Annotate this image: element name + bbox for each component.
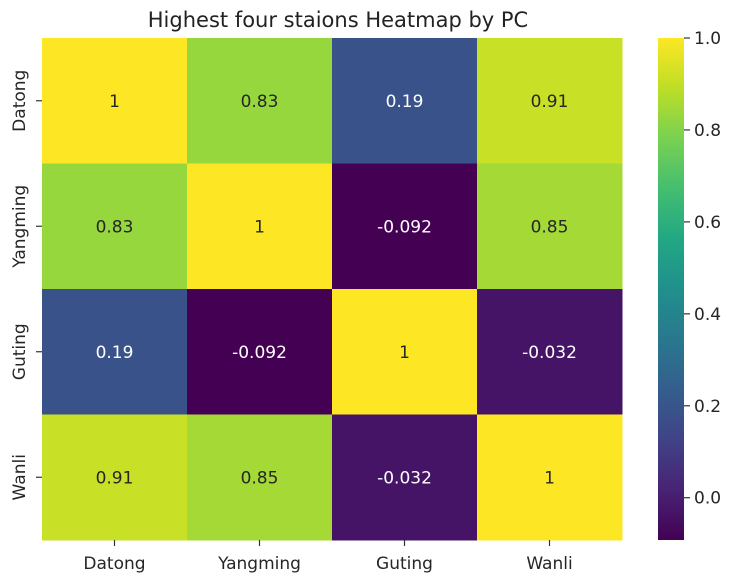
cell-value-label: 1 xyxy=(254,217,265,237)
y-tick-label: Guting xyxy=(10,323,30,380)
cell-value-label: 1 xyxy=(399,343,410,363)
heatmap-cell xyxy=(187,414,333,541)
heatmap-cell xyxy=(42,163,188,290)
y-tick-label: Wanli xyxy=(10,454,30,500)
heatmap-cell xyxy=(42,289,188,415)
heatmap-cell xyxy=(477,163,623,290)
cell-value-label: 0.19 xyxy=(96,343,134,363)
colorbar-tick-label: 0.8 xyxy=(694,121,721,141)
heatmap-cell xyxy=(477,414,623,541)
colorbar-tick-label: 0.4 xyxy=(694,305,721,325)
colorbar-tick-label: 1.0 xyxy=(694,29,721,49)
x-tick-label: Datong xyxy=(83,554,145,574)
cell-value-label: 0.91 xyxy=(96,468,134,488)
cell-value-label: -0.032 xyxy=(377,468,432,488)
cell-value-label: -0.092 xyxy=(377,217,432,237)
heatmap-cell xyxy=(187,163,333,290)
heatmap-cell xyxy=(187,38,333,164)
y-axis: Datong Yangming Guting Wanli xyxy=(10,70,42,500)
cell-value-label: 1 xyxy=(544,468,555,488)
heatmap-cell xyxy=(477,289,623,415)
x-tick-label: Guting xyxy=(376,554,433,574)
y-tick-label: Yangming xyxy=(10,185,30,269)
cell-value-label: -0.032 xyxy=(522,343,577,363)
heatmap-cell xyxy=(477,38,623,164)
cell-value-label: -0.092 xyxy=(232,343,287,363)
cell-value-label: 0.91 xyxy=(531,92,569,112)
heatmap-cells: 1 0.83 0.19 0.91 0.83 1 -0.092 0.85 0.19 -0.092 1 -… xyxy=(42,38,623,541)
colorbar-gradient xyxy=(658,38,684,540)
cell-value-label: 0.19 xyxy=(386,92,424,112)
cell-value-label: 1 xyxy=(109,92,120,112)
cell-value-label: 0.83 xyxy=(96,217,134,237)
cell-value-label: 0.85 xyxy=(241,468,279,488)
heatmap-cell xyxy=(42,414,188,541)
x-tick-label: Yangming xyxy=(217,554,301,574)
x-axis: Datong Yangming Guting Wanli xyxy=(83,540,573,574)
heatmap-cell xyxy=(332,414,478,541)
colorbar: 0.0 0.2 0.4 0.6 0.8 1.0 xyxy=(658,29,721,540)
colorbar-tick-label: 0.6 xyxy=(694,213,721,233)
heatmap-cell xyxy=(42,38,188,164)
heatmap-cell xyxy=(187,289,333,415)
x-tick-label: Wanli xyxy=(526,554,572,574)
cell-value-label: 0.83 xyxy=(241,92,279,112)
y-tick-label: Datong xyxy=(10,70,30,132)
chart-title: Highest four staions Heatmap by PC xyxy=(148,8,528,32)
colorbar-tick-label: 0.2 xyxy=(694,397,721,417)
heatmap-cell xyxy=(332,38,478,164)
heatmap-cell xyxy=(332,163,478,290)
colorbar-tick-label: 0.0 xyxy=(694,489,721,509)
heatmap-cell xyxy=(332,289,478,415)
cell-value-label: 0.85 xyxy=(531,217,569,237)
